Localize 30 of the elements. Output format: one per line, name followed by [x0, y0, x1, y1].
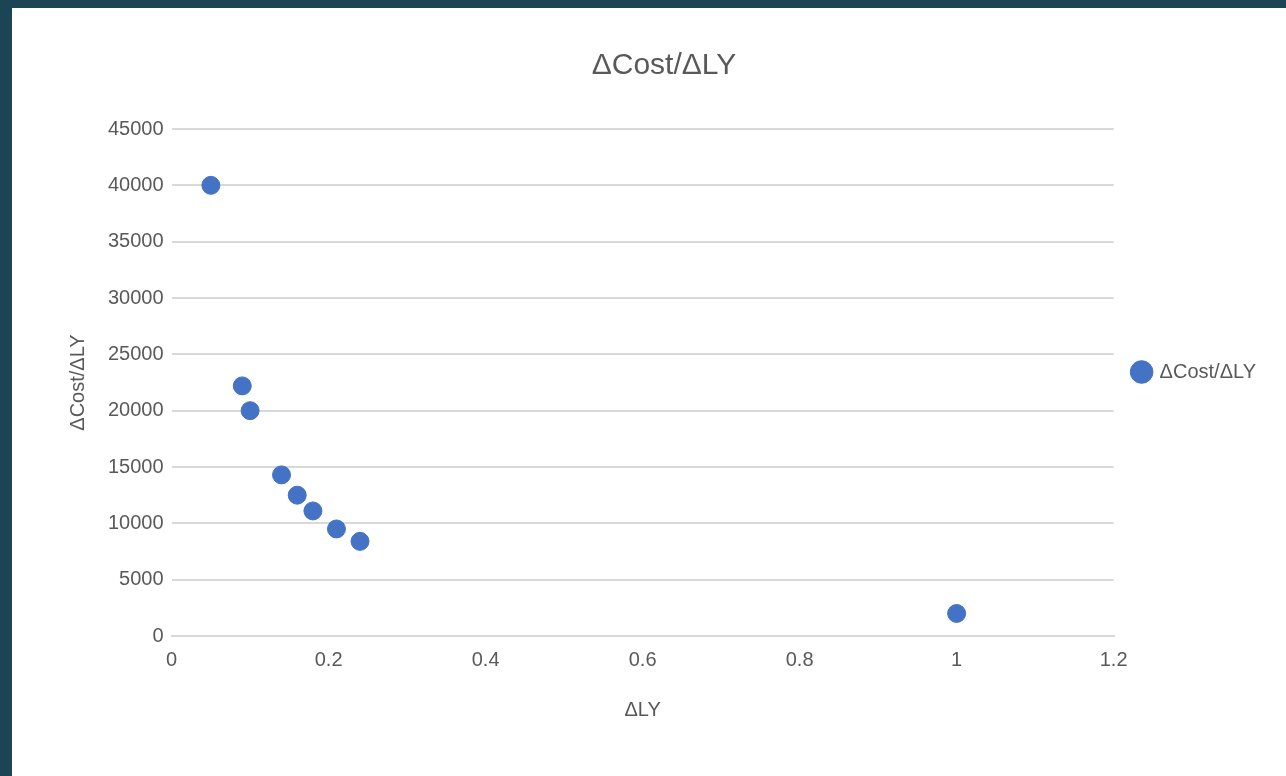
x-tick-label: 0.4: [471, 647, 500, 670]
y-tick-label: 40000: [107, 172, 164, 195]
point: [947, 603, 967, 623]
point: [272, 465, 292, 485]
y-tick-label: 10000: [107, 510, 164, 533]
y-tick-label: 25000: [107, 341, 164, 364]
point: [303, 501, 323, 521]
point: [240, 401, 260, 421]
point: [350, 531, 370, 551]
y-tick-label: 15000: [107, 454, 164, 477]
x-tick-label: 1.2: [1099, 647, 1128, 670]
x-tick-label: 0: [166, 647, 178, 670]
y-tick-label: 5000: [119, 567, 164, 590]
y-axis-title: ΔCost/ΔLY: [65, 334, 88, 431]
x-tick-label: 0.8: [785, 647, 814, 670]
y-tick-label: 45000: [107, 116, 164, 139]
x-axis-title: ΔLY: [624, 697, 661, 720]
x-tick-label: 0.2: [314, 647, 343, 670]
x-tick-label: 1: [951, 647, 963, 670]
point: [201, 175, 221, 195]
y-tick-label: 35000: [107, 229, 164, 252]
legend-label: ΔCost/ΔLY: [1159, 359, 1257, 382]
y-tick-label: 0: [152, 623, 164, 646]
point: [287, 485, 307, 505]
chart-title: ΔCost/ΔLY: [591, 47, 737, 81]
y-tick-label: 20000: [107, 398, 164, 421]
point: [326, 519, 346, 539]
x-tick-label: 0.6: [628, 647, 657, 670]
y-tick-label: 30000: [107, 285, 164, 308]
point: [232, 376, 252, 396]
